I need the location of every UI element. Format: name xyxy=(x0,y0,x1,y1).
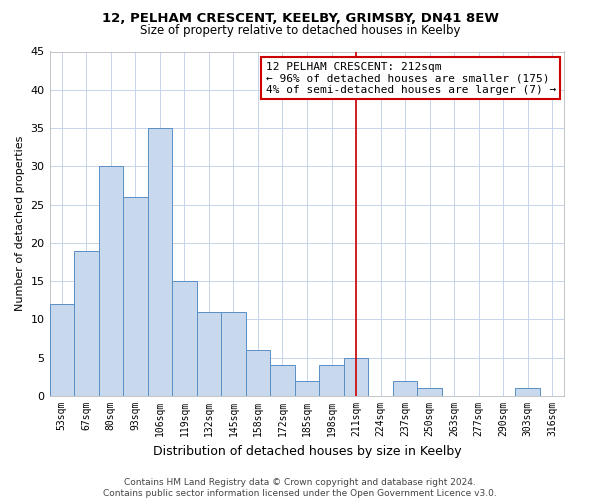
Bar xyxy=(148,128,172,396)
Bar xyxy=(50,304,74,396)
Text: 12, PELHAM CRESCENT, KEELBY, GRIMSBY, DN41 8EW: 12, PELHAM CRESCENT, KEELBY, GRIMSBY, DN… xyxy=(101,12,499,26)
Bar xyxy=(418,388,442,396)
Bar xyxy=(515,388,540,396)
Text: Contains HM Land Registry data © Crown copyright and database right 2024.
Contai: Contains HM Land Registry data © Crown c… xyxy=(103,478,497,498)
Bar xyxy=(98,166,123,396)
Bar xyxy=(197,312,221,396)
Bar xyxy=(172,281,197,396)
Bar xyxy=(295,380,319,396)
Text: 12 PELHAM CRESCENT: 212sqm
← 96% of detached houses are smaller (175)
4% of semi: 12 PELHAM CRESCENT: 212sqm ← 96% of deta… xyxy=(266,62,556,95)
X-axis label: Distribution of detached houses by size in Keelby: Distribution of detached houses by size … xyxy=(152,444,461,458)
Bar xyxy=(123,197,148,396)
Bar xyxy=(344,358,368,396)
Bar xyxy=(270,366,295,396)
Y-axis label: Number of detached properties: Number of detached properties xyxy=(15,136,25,312)
Bar xyxy=(393,380,418,396)
Bar xyxy=(74,250,98,396)
Text: Size of property relative to detached houses in Keelby: Size of property relative to detached ho… xyxy=(140,24,460,37)
Bar xyxy=(245,350,270,396)
Bar xyxy=(221,312,245,396)
Bar xyxy=(319,366,344,396)
